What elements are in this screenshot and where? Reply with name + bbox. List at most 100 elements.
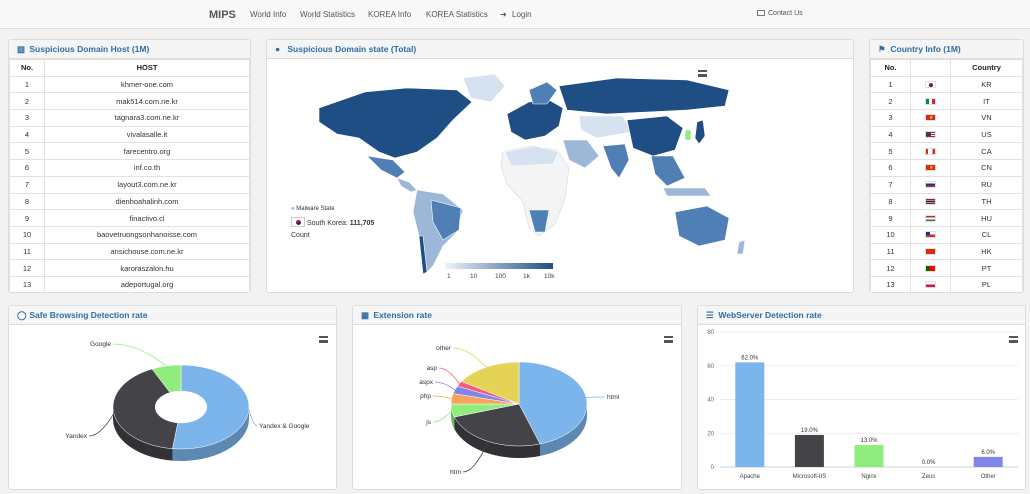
nav-world-statistics[interactable]: World Statistics xyxy=(300,10,355,19)
country-info-panel: ⚑ Country Info (1M) No. Country 1 KR 2 IT… xyxy=(869,39,1024,293)
nav-korea-statistics[interactable]: KOREA Statistics xyxy=(426,10,488,19)
row-host: layout3.com.ne.kr xyxy=(44,175,250,194)
cn-flag-icon: ★ xyxy=(925,164,936,172)
chart-menu-icon[interactable] xyxy=(319,336,328,343)
pie-slice-side[interactable] xyxy=(540,404,587,456)
bar-data-label: 19.0% xyxy=(801,428,819,434)
row-host: dienhoahalinh.com xyxy=(44,192,250,211)
pie-slice[interactable] xyxy=(518,361,588,445)
pie-slice-side[interactable] xyxy=(454,416,541,458)
row-flag xyxy=(910,225,951,244)
table-row[interactable]: 7 layout3.com.ne.kr xyxy=(9,175,250,194)
table-row[interactable]: 4 vivalasalle.it xyxy=(9,125,250,144)
table-row[interactable]: 6 inf.co.th xyxy=(9,159,250,177)
table-row[interactable]: 1 khmer-one.com xyxy=(9,75,250,94)
row-flag xyxy=(910,192,951,211)
world-map[interactable] xyxy=(267,60,854,293)
pt-flag-icon xyxy=(925,264,936,272)
map-region-greenland xyxy=(462,73,506,103)
table-row[interactable]: 6 ★ CN xyxy=(870,159,1023,177)
row-no: 6 xyxy=(9,159,45,177)
row-country: PL xyxy=(950,275,1023,292)
nav-korea-info[interactable]: KOREA Info xyxy=(368,10,412,19)
row-no: 13 xyxy=(870,275,911,292)
table-row[interactable]: 11 ansichouse.com.ne.kr xyxy=(9,242,250,261)
y-tick-label: 0 xyxy=(711,465,715,471)
table-row[interactable]: 9 HU xyxy=(870,209,1023,227)
map-region-india xyxy=(602,143,630,179)
col-no: No. xyxy=(9,59,45,77)
row-no: 8 xyxy=(9,192,45,211)
pie-slice[interactable] xyxy=(453,403,541,447)
table-row[interactable]: 12 PT xyxy=(870,259,1023,277)
table-row[interactable]: 3 ★ VN xyxy=(870,109,1023,127)
chart-menu-icon[interactable] xyxy=(1009,336,1018,343)
extension-rate-chart[interactable]: html htm js php aspx asp other xyxy=(353,326,681,490)
table-row[interactable]: 13 adeportugal.org xyxy=(9,275,250,292)
table-row[interactable]: 5 farecentro.org xyxy=(9,142,250,161)
bar[interactable] xyxy=(973,456,1003,467)
table-row[interactable]: 3 tagnara3.com.ne.kr xyxy=(9,109,250,127)
extension-rate-panel: ▦ Extension rate html htm js php aspx asp othe… xyxy=(352,305,682,490)
tooltip-value: 111,705 xyxy=(349,220,375,227)
panel-title: Suspicious Domain Host (1M) xyxy=(29,44,150,54)
table-row[interactable]: 2 IT xyxy=(870,92,1023,111)
panel-header: ⚑ Country Info (1M) xyxy=(870,40,1023,59)
pie-slice-side[interactable] xyxy=(172,407,249,461)
bar[interactable] xyxy=(735,362,765,467)
safe-browsing-chart[interactable]: Yandex & Google Yandex Google xyxy=(9,326,336,490)
map-region-europe xyxy=(506,99,564,141)
map-region-south-africa xyxy=(528,209,550,233)
chart-menu-icon[interactable] xyxy=(698,70,707,77)
panel-header: ● Suspicious Domain state (Total) xyxy=(267,40,853,59)
table-row[interactable]: 2 mak514.com.ne.kr xyxy=(9,92,250,111)
table-row[interactable]: 12 karoraszalon.hu xyxy=(9,259,250,277)
map-region-korea xyxy=(684,129,692,141)
y-tick-label: 60 xyxy=(707,364,714,370)
map-tooltip: South Korea: 111,705 Count xyxy=(291,217,374,239)
contact-us-link[interactable]: Contact Us xyxy=(757,10,803,17)
table-row[interactable]: 10 baovetruongsonhanoisse.com xyxy=(9,225,250,244)
row-flag xyxy=(910,209,951,227)
chart-menu-icon[interactable] xyxy=(664,336,673,343)
brand-logo[interactable]: MIPS xyxy=(209,9,236,21)
map-region-brazil xyxy=(430,199,462,241)
table-row[interactable]: 4 US xyxy=(870,125,1023,144)
row-host: finactivo.cl xyxy=(44,209,250,227)
col-host: HOST xyxy=(44,59,250,77)
row-no: 10 xyxy=(9,225,45,244)
row-flag xyxy=(910,275,951,292)
nav-login[interactable]: ➜ Login xyxy=(500,10,532,19)
row-host: tagnara3.com.ne.kr xyxy=(44,109,250,127)
bar[interactable] xyxy=(854,445,884,467)
table-row[interactable]: 9 finactivo.cl xyxy=(9,209,250,227)
map-region-middle-east xyxy=(562,139,600,169)
table-row[interactable]: 8 dienhoahalinh.com xyxy=(9,192,250,211)
y-tick-label: 20 xyxy=(707,431,714,437)
row-no: 1 xyxy=(870,75,911,94)
row-no: 3 xyxy=(9,109,45,127)
pie-slice[interactable] xyxy=(172,364,250,450)
row-no: 12 xyxy=(9,259,45,277)
pie-slice-side[interactable] xyxy=(113,407,173,461)
pie-slice-side[interactable] xyxy=(451,404,455,429)
nav-world-info[interactable]: World Info xyxy=(250,10,287,19)
pie-slice[interactable] xyxy=(151,364,182,393)
table-row[interactable]: 13 PL xyxy=(870,275,1023,292)
table-row[interactable]: 1 KR xyxy=(870,75,1023,94)
table-row[interactable]: 5 CA xyxy=(870,142,1023,161)
us-flag-icon xyxy=(925,131,936,139)
bar[interactable] xyxy=(794,434,824,467)
pie-slice[interactable] xyxy=(461,361,520,405)
webserver-chart[interactable]: 0 20 40 60 80 62.0% Apache 19.0% Microsoft-IIS 13… xyxy=(698,326,1025,490)
pie-label: html xyxy=(607,394,620,401)
ca-flag-icon xyxy=(925,147,936,155)
table-row[interactable]: 11 HK xyxy=(870,242,1023,261)
table-row[interactable]: 8 TH xyxy=(870,192,1023,211)
table-row[interactable]: 10 CL xyxy=(870,225,1023,244)
pie-connector xyxy=(452,347,487,368)
table-row[interactable]: 7 RU xyxy=(870,175,1023,194)
pie-connector xyxy=(432,395,452,400)
bar-data-label: 0.0% xyxy=(922,460,936,466)
map-region-chile xyxy=(418,235,428,275)
